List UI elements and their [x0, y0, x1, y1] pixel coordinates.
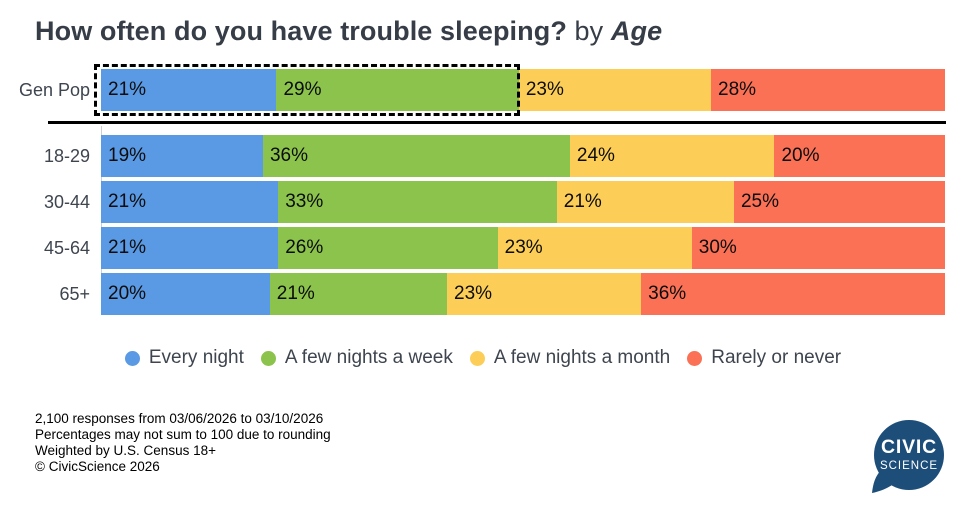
value-label: 24%	[576, 145, 615, 166]
civicscience-logo: CIVIC SCIENCE	[872, 420, 944, 493]
bar-segment-every-night: 21%	[101, 227, 279, 269]
value-label: 33%	[285, 191, 324, 212]
legend-dot-a-few-nights-a-week	[260, 350, 276, 366]
category-label: 18-29	[43, 145, 90, 166]
legend-label: A few nights a month	[493, 347, 671, 368]
footnote-rounding: Percentages may not sum to 100 due to ro…	[35, 427, 331, 442]
value-label: 21%	[563, 191, 602, 212]
value-label: 36%	[269, 145, 308, 166]
bar-segment-a-few-nights-a-week: 33%	[278, 181, 557, 223]
baseline-separator-line	[48, 121, 946, 124]
legend-dot-a-few-nights-a-month	[469, 350, 485, 366]
category-label: 45-64	[43, 237, 90, 258]
page-root: { "title": { "main": "How often do you h…	[0, 16, 966, 507]
stacked-bar: 19% 36% 24% 20%	[101, 135, 945, 177]
value-label: 23%	[454, 283, 493, 304]
bar-segment-a-few-nights-a-week: 29%	[276, 69, 519, 111]
title-question: How often do you have trouble sleeping?	[35, 16, 567, 46]
value-label: 23%	[525, 79, 564, 100]
legend-dot-rarely-or-never	[687, 350, 703, 366]
age-rows: 18-29 19% 36% 24% 20% 30-44 21% 33% 21% 25% 45-64 2…	[0, 126, 966, 315]
bar-segment-every-night: 21%	[101, 69, 277, 111]
value-label: 26%	[285, 237, 324, 258]
bar-segment-rarely-or-never: 20%	[774, 135, 945, 177]
bar-segment-a-few-nights-a-month: 23%	[518, 69, 711, 111]
footnotes: 2,100 responses from 03/06/2026 to 03/10…	[35, 411, 966, 475]
bar-segment-every-night: 19%	[101, 135, 263, 177]
category-label: 65+	[59, 283, 90, 304]
legend-item-a-few-nights-a-month: A few nights a month	[469, 347, 671, 369]
legend-item-a-few-nights-a-week: A few nights a week	[260, 347, 453, 369]
logo-bubble-tail	[872, 469, 896, 493]
title-connector: by	[574, 16, 604, 46]
chart-row-18-29: 18-29 19% 36% 24% 20%	[0, 135, 966, 177]
chart-title: How often do you have trouble sleeping? …	[35, 16, 966, 47]
stacked-bar: 20% 21% 23% 36%	[101, 273, 945, 315]
bar-segment-a-few-nights-a-week: 36%	[262, 135, 570, 177]
value-label: 36%	[648, 283, 687, 304]
bar-segment-rarely-or-never: 36%	[641, 273, 945, 315]
value-label: 29%	[283, 79, 322, 100]
footnote-copyright: © CivicScience 2026	[35, 459, 160, 474]
genpop-row: Gen Pop 21% 29% 23% 28%	[0, 64, 966, 116]
chart-row-30-44: 30-44 21% 33% 21% 25%	[0, 181, 966, 223]
bar-segment-a-few-nights-a-month: 23%	[497, 227, 692, 269]
value-label: 23%	[504, 237, 543, 258]
bar-segment-rarely-or-never: 28%	[711, 69, 945, 111]
logo-bubble	[874, 420, 944, 490]
genpop-bar-wrap: 21% 29% 23% 28%	[94, 64, 945, 116]
bar-segment-a-few-nights-a-month: 24%	[569, 135, 775, 177]
value-label: 20%	[108, 283, 147, 304]
value-label: 28%	[718, 79, 757, 100]
legend-dot-every-night	[124, 350, 140, 366]
bar-wrap: 21% 26% 23% 30%	[101, 227, 945, 269]
stacked-bar: 21% 26% 23% 30%	[101, 227, 945, 269]
legend-item-every-night: Every night	[124, 347, 244, 369]
bar-segment-rarely-or-never: 25%	[733, 181, 945, 223]
value-label: 19%	[108, 145, 147, 166]
legend-label: A few nights a week	[284, 347, 453, 368]
bar-wrap: 19% 36% 24% 20%	[101, 135, 945, 177]
value-label: 25%	[740, 191, 780, 212]
chart-row-65-: 65+ 20% 21% 23% 36%	[0, 273, 966, 315]
value-label: 21%	[108, 191, 147, 212]
bar-segment-a-few-nights-a-month: 21%	[556, 181, 734, 223]
bar-wrap: 21% 33% 21% 25%	[101, 181, 945, 223]
value-label: 21%	[108, 79, 147, 100]
stacked-bar: 21% 33% 21% 25%	[101, 181, 945, 223]
legend: Every night A few nights a week A few nigh…	[0, 347, 966, 369]
value-label: 21%	[276, 283, 315, 304]
bar-segment-a-few-nights-a-month: 23%	[447, 273, 642, 315]
value-label: 21%	[108, 237, 147, 258]
bar-segment-rarely-or-never: 30%	[691, 227, 945, 269]
genpop-bar: 21% 29% 23% 28%	[101, 69, 945, 111]
logo-text-civic: CIVIC	[881, 436, 937, 458]
category-label: 30-44	[43, 191, 90, 212]
value-label: 20%	[781, 145, 820, 166]
title-breakout: Age	[610, 16, 663, 46]
footnote-weighting: Weighted by U.S. Census 18+	[35, 443, 216, 458]
chart-row-45-64: 45-64 21% 26% 23% 30%	[0, 227, 966, 269]
bar-segment-a-few-nights-a-week: 21%	[269, 273, 448, 315]
bar-segment-a-few-nights-a-week: 26%	[278, 227, 498, 269]
bar-segment-every-night: 20%	[101, 273, 270, 315]
legend-label: Rarely or never	[711, 347, 842, 368]
bar-segment-every-night: 21%	[101, 181, 279, 223]
legend-label: Every night	[148, 347, 244, 368]
category-label-gen-pop: Gen Pop	[18, 79, 90, 100]
value-label: 30%	[698, 237, 737, 258]
legend-item-rarely-or-never: Rarely or never	[687, 347, 841, 369]
footnote-responses: 2,100 responses from 03/06/2026 to 03/10…	[35, 411, 324, 426]
bar-wrap: 20% 21% 23% 36%	[101, 273, 945, 315]
stacked-bar-chart: Gen Pop 21% 29% 23% 28% 18-29 19% 36% 24% 20% 30…	[0, 64, 966, 315]
logo-text-science: SCIENCE	[880, 460, 938, 472]
